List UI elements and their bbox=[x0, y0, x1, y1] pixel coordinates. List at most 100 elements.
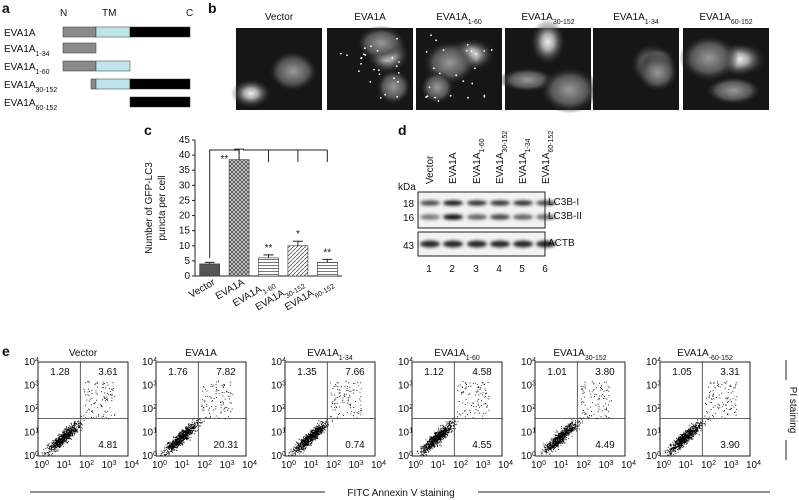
y-tick-label-base: 10 bbox=[271, 404, 283, 415]
panel-label: c bbox=[144, 122, 152, 138]
domain-segment bbox=[129, 26, 191, 38]
bracket bbox=[209, 149, 240, 258]
puncta bbox=[471, 82, 474, 85]
band-label: ACTB bbox=[548, 238, 575, 249]
y-tick-label: 104 bbox=[521, 357, 536, 369]
domain-segment bbox=[90, 78, 97, 90]
quadrant-value: 7.66 bbox=[345, 367, 365, 378]
x-tick-label-base: 10 bbox=[531, 460, 543, 471]
band-label: LC3B-I bbox=[548, 197, 579, 208]
x-tick-label-base: 10 bbox=[679, 460, 691, 471]
y-tick-label: 25 bbox=[179, 195, 191, 206]
cell bbox=[539, 66, 600, 114]
y-tick-label: 103 bbox=[271, 380, 286, 392]
bar bbox=[228, 159, 250, 277]
y-tick-label-base: 10 bbox=[142, 357, 154, 368]
puncta bbox=[467, 96, 469, 99]
puncta bbox=[396, 37, 398, 40]
y-tick-label: 15 bbox=[179, 226, 191, 237]
plot-title: EVA1A1-34 bbox=[307, 348, 353, 362]
puncta bbox=[455, 74, 458, 77]
x-tick-label-sub: 4 bbox=[757, 460, 761, 467]
y-tick-label-sub: 3 bbox=[282, 380, 286, 387]
band bbox=[513, 240, 533, 248]
bar bbox=[199, 263, 220, 277]
x-tick-label-sub: 3 bbox=[360, 460, 364, 467]
domain-segment bbox=[129, 78, 191, 90]
x-tick-label-base: 10 bbox=[281, 460, 293, 471]
x-tick-label-sub: 60-152 bbox=[314, 283, 336, 300]
puncta bbox=[373, 68, 375, 71]
quadrant-value: 3.80 bbox=[595, 367, 615, 378]
y-tick-label: 40 bbox=[179, 150, 191, 161]
x-tick-label-sub: 2 bbox=[712, 460, 716, 467]
cell bbox=[267, 51, 319, 92]
puncta bbox=[466, 43, 469, 46]
y-tick-label-base: 10 bbox=[24, 451, 36, 462]
y-tick-label: 101 bbox=[24, 427, 39, 439]
puncta bbox=[483, 95, 486, 98]
cell bbox=[230, 78, 272, 108]
puncta bbox=[362, 53, 365, 56]
x-tick-label-sub: 3 bbox=[113, 460, 117, 467]
y-tick-label-base: 10 bbox=[646, 404, 658, 415]
x-tick-label: 100 bbox=[408, 460, 423, 472]
plot-frame bbox=[155, 361, 247, 457]
x-tick-label-base: 10 bbox=[175, 460, 187, 471]
lane-label-sub: 1-34 bbox=[525, 138, 532, 152]
x-tick-label: 102 bbox=[79, 460, 94, 472]
construct-label: EVA1A1-60 bbox=[4, 62, 50, 76]
bracket bbox=[243, 149, 328, 162]
construct-label: EVA1A1-34 bbox=[4, 44, 50, 58]
plot-title-sub: 1-34 bbox=[339, 355, 353, 362]
x-tick-label-base: 10 bbox=[124, 460, 136, 471]
quadrant-value: 4.49 bbox=[595, 440, 615, 451]
significance: ** bbox=[265, 243, 273, 254]
quadrant-value: 1.05 bbox=[672, 367, 692, 378]
x-tick-label: 100 bbox=[656, 460, 671, 472]
error-bar bbox=[322, 258, 333, 263]
y-tick-label-base: 10 bbox=[398, 451, 410, 462]
event-dots bbox=[41, 380, 116, 457]
quadrant-value: 1.12 bbox=[424, 367, 444, 378]
puncta bbox=[364, 54, 367, 56]
puncta bbox=[397, 80, 399, 83]
band bbox=[536, 200, 556, 206]
puncta bbox=[384, 93, 387, 96]
y-tick-label: 102 bbox=[398, 404, 413, 416]
band bbox=[536, 214, 556, 220]
quadrant-value: 3.31 bbox=[720, 367, 740, 378]
x-tick-label-base: 10 bbox=[476, 460, 488, 471]
image-label-base: EVA1A bbox=[354, 12, 386, 23]
panel-label: a bbox=[2, 0, 10, 16]
band bbox=[513, 200, 533, 206]
x-tick-label-sub: 4 bbox=[382, 460, 386, 467]
y-tick-label-base: 10 bbox=[398, 381, 410, 392]
puncta bbox=[442, 49, 445, 52]
x-tick-label: 101 bbox=[175, 460, 190, 472]
x-tick-label-sub: 2 bbox=[90, 460, 94, 467]
x-tick-label-sub: 1 bbox=[690, 460, 694, 467]
cell bbox=[530, 18, 566, 65]
x-tick-label: 100 bbox=[531, 460, 546, 472]
x-tick-label-sub: 1 bbox=[186, 460, 190, 467]
x-tick-label-sub: 2 bbox=[337, 460, 341, 467]
lane-label-base: EVA1A bbox=[472, 152, 483, 184]
y-tick-label-sub: 2 bbox=[35, 404, 39, 411]
cell bbox=[375, 68, 412, 105]
x-tick-label: 101 bbox=[304, 460, 319, 472]
puncta bbox=[434, 96, 436, 99]
y-tick-label-sub: 3 bbox=[35, 380, 39, 387]
y-tick-label: 101 bbox=[271, 427, 286, 439]
quadrant-value: 7.82 bbox=[216, 367, 236, 378]
y-tick-label: 102 bbox=[142, 404, 157, 416]
x-tick-label: 103 bbox=[102, 460, 117, 472]
band bbox=[420, 200, 440, 206]
lane-number: 3 bbox=[473, 264, 479, 275]
y-tick-label: 104 bbox=[398, 357, 413, 369]
y-tick-label: 101 bbox=[398, 427, 413, 439]
x-tick-label-base: 10 bbox=[102, 460, 114, 471]
x-tick-label-sub: 2 bbox=[208, 460, 212, 467]
x-tick-label-base: 10 bbox=[431, 460, 443, 471]
